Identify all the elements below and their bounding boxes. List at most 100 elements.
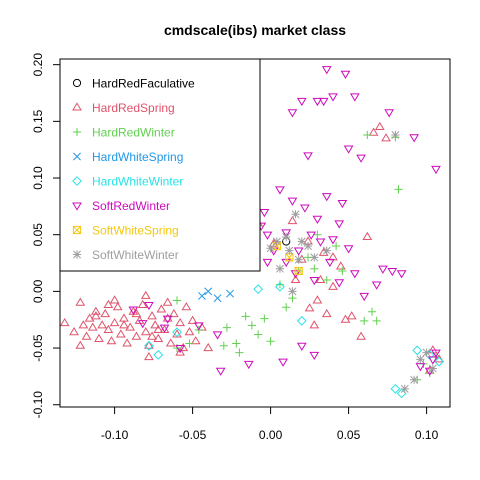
legend-label-SoftWhiteWinter: SoftWhiteWinter bbox=[92, 248, 179, 262]
legend-label-HardRedSpring: HardRedSpring bbox=[92, 101, 175, 115]
point-HardRedSpring-51 bbox=[75, 297, 86, 306]
point-HardRedWinter-5 bbox=[372, 316, 381, 325]
point-SoftRedWinter-12 bbox=[431, 165, 441, 175]
point-SoftRedWinter-5 bbox=[318, 97, 329, 107]
point-HardRedSpring-17 bbox=[122, 338, 132, 347]
point-HardRedSpring-28 bbox=[156, 304, 167, 313]
y-tick-label-2: 0.00 bbox=[31, 279, 45, 303]
point-SoftRedWinter-49 bbox=[162, 315, 173, 324]
point-HardRedSpring-13 bbox=[109, 317, 120, 327]
point-SoftRedWinter-4 bbox=[312, 97, 323, 107]
x-tick-label-3: 0.05 bbox=[337, 428, 361, 442]
point-SoftRedWinter-50 bbox=[296, 342, 307, 351]
point-HardRedWinter-31 bbox=[275, 280, 285, 289]
point-HardRedSpring-66 bbox=[315, 274, 326, 284]
point-HardRedWinter-21 bbox=[282, 303, 291, 312]
point-HardRedWinter-19 bbox=[266, 337, 275, 346]
point-HardRedWinter-27 bbox=[338, 266, 347, 276]
point-SoftRedWinter-40 bbox=[159, 324, 170, 333]
point-HardRedWinter-13 bbox=[222, 323, 232, 332]
point-SoftRedWinter-32 bbox=[387, 267, 398, 277]
point-SoftWhiteWinter-16 bbox=[322, 246, 331, 255]
point-SoftRedWinter-55 bbox=[431, 349, 441, 358]
point-HardRedSpring-59 bbox=[356, 331, 366, 340]
point-SoftRedWinter-47 bbox=[128, 306, 139, 315]
y-tick-label-0: -0.10 bbox=[31, 391, 45, 419]
point-SoftRedWinter-8 bbox=[384, 109, 395, 118]
point-SoftWhiteSpring-2 bbox=[294, 266, 303, 276]
legend-symbol-SoftWhiteWinter bbox=[72, 250, 82, 259]
y-tick-label-4: 0.10 bbox=[31, 166, 45, 190]
point-SoftRedWinter-9 bbox=[409, 134, 419, 143]
point-SoftWhiteWinter-10 bbox=[391, 130, 400, 140]
point-HardRedWinter-4 bbox=[367, 307, 377, 316]
point-HardWhiteWinter-8 bbox=[412, 345, 423, 356]
point-HardRedWinter-0 bbox=[363, 130, 372, 140]
chart-title: cmdscale(ibs) market class bbox=[164, 22, 346, 38]
point-HardRedSpring-48 bbox=[175, 347, 185, 356]
point-HardRedSpring-31 bbox=[165, 338, 176, 347]
point-HardRedSpring-44 bbox=[119, 320, 129, 329]
y-tick-label-6: 0.20 bbox=[31, 53, 45, 77]
point-HardRedSpring-32 bbox=[169, 308, 179, 318]
point-HardRedSpring-22 bbox=[137, 299, 148, 309]
point-HardRedSpring-78 bbox=[287, 215, 298, 225]
point-HardRedSpring-41 bbox=[203, 342, 214, 352]
point-SoftRedWinter-29 bbox=[309, 277, 320, 286]
point-SoftWhiteWinter-9 bbox=[288, 287, 297, 296]
plot-frame bbox=[59, 58, 451, 408]
point-SoftRedWinter-16 bbox=[275, 186, 285, 195]
point-HardRedWinter-15 bbox=[241, 312, 250, 321]
legend-box bbox=[59, 58, 261, 272]
point-HardRedSpring-8 bbox=[94, 333, 104, 343]
point-HardRedWinter-16 bbox=[247, 321, 256, 330]
point-HardRedSpring-71 bbox=[312, 295, 323, 304]
point-SoftRedWinter-2 bbox=[349, 93, 360, 102]
point-HardRedWinter-25 bbox=[310, 264, 319, 273]
point-SoftWhiteWinter-4 bbox=[291, 210, 300, 219]
point-SoftRedWinter-42 bbox=[193, 322, 204, 331]
point-HardRedSpring-11 bbox=[103, 324, 114, 333]
point-HardRedSpring-12 bbox=[106, 336, 117, 345]
point-HardRedSpring-56 bbox=[381, 133, 391, 142]
legend-label-HardRedFaculative: HardRedFaculative bbox=[92, 77, 195, 91]
point-SoftRedWinter-18 bbox=[300, 204, 310, 213]
point-HardRedSpring-7 bbox=[91, 306, 101, 315]
points-layer bbox=[59, 66, 444, 399]
point-HardRedSpring-4 bbox=[81, 331, 92, 340]
point-HardWhiteWinter-3 bbox=[253, 284, 264, 295]
point-SoftRedWinter-48 bbox=[144, 301, 154, 311]
point-HardRedSpring-42 bbox=[91, 311, 101, 320]
point-SoftWhiteWinter-17 bbox=[275, 264, 285, 273]
point-SoftRedWinter-34 bbox=[371, 281, 382, 290]
point-SoftRedWinter-36 bbox=[262, 231, 273, 240]
point-HardWhiteWinter-1 bbox=[153, 349, 164, 360]
point-HardRedSpring-3 bbox=[78, 320, 89, 329]
point-HardRedSpring-50 bbox=[109, 295, 120, 304]
point-SoftRedWinter-13 bbox=[303, 152, 313, 161]
point-HardRedSpring-26 bbox=[150, 320, 161, 329]
legend-symbol-HardRedWinter bbox=[72, 127, 82, 137]
point-HardWhiteSpring-3 bbox=[226, 289, 234, 298]
legend-symbol-SoftRedWinter bbox=[72, 202, 82, 211]
point-HardRedSpring-64 bbox=[321, 308, 332, 318]
point-HardRedWinter-2 bbox=[394, 185, 403, 194]
legend-symbol-HardRedSpring bbox=[72, 102, 82, 111]
point-HardRedSpring-70 bbox=[328, 281, 338, 290]
point-HardRedSpring-34 bbox=[175, 317, 185, 327]
point-HardWhiteSpring-0 bbox=[198, 291, 206, 300]
point-SoftWhiteWinter-14 bbox=[422, 348, 431, 357]
point-SoftWhiteWinter-5 bbox=[297, 237, 306, 246]
point-SoftRedWinter-26 bbox=[343, 245, 354, 254]
point-SoftWhiteWinter-12 bbox=[410, 375, 419, 384]
point-HardRedWinter-32 bbox=[172, 296, 182, 305]
point-HardRedWinter-30 bbox=[219, 341, 228, 350]
point-HardRedSpring-49 bbox=[144, 351, 154, 361]
point-SoftRedWinter-27 bbox=[349, 270, 360, 279]
point-HardRedSpring-15 bbox=[115, 329, 126, 338]
point-SoftWhiteWinter-8 bbox=[294, 255, 303, 264]
point-HardWhiteWinter-0 bbox=[144, 340, 154, 351]
point-SoftRedWinter-3 bbox=[328, 93, 338, 102]
point-HardRedSpring-52 bbox=[153, 324, 164, 333]
point-HardRedSpring-46 bbox=[147, 331, 157, 340]
